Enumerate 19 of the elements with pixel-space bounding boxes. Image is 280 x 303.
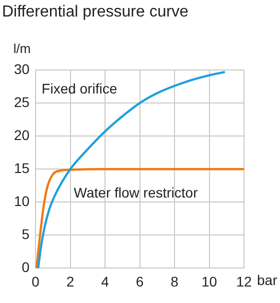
x-tick-label: 4 [101,273,110,290]
y-tick-label: 30 [14,60,30,77]
y-axis-title: l/m [13,41,31,56]
y-tick-label: 25 [14,94,30,110]
y-tick-label: 15 [14,160,30,176]
x-axis-title: bar [257,272,278,288]
x-tick-label: 8 [170,273,179,290]
x-tick-label: 12 [236,273,252,290]
y-tick-label: 20 [14,126,30,143]
y-tick-label: 0 [22,259,30,276]
x-tick-label: 2 [66,273,74,290]
x-tick-label: 0 [32,273,40,290]
y-tick-label: 10 [14,192,30,209]
y-tick-label: 5 [22,226,30,242]
chart-title: Differential pressure curve [2,3,189,20]
x-tick-label: 10 [201,273,218,290]
series-label: Fixed orifice [42,80,118,97]
series-label: Water flow restrictor [74,184,198,200]
x-tick-label: 6 [136,273,144,290]
